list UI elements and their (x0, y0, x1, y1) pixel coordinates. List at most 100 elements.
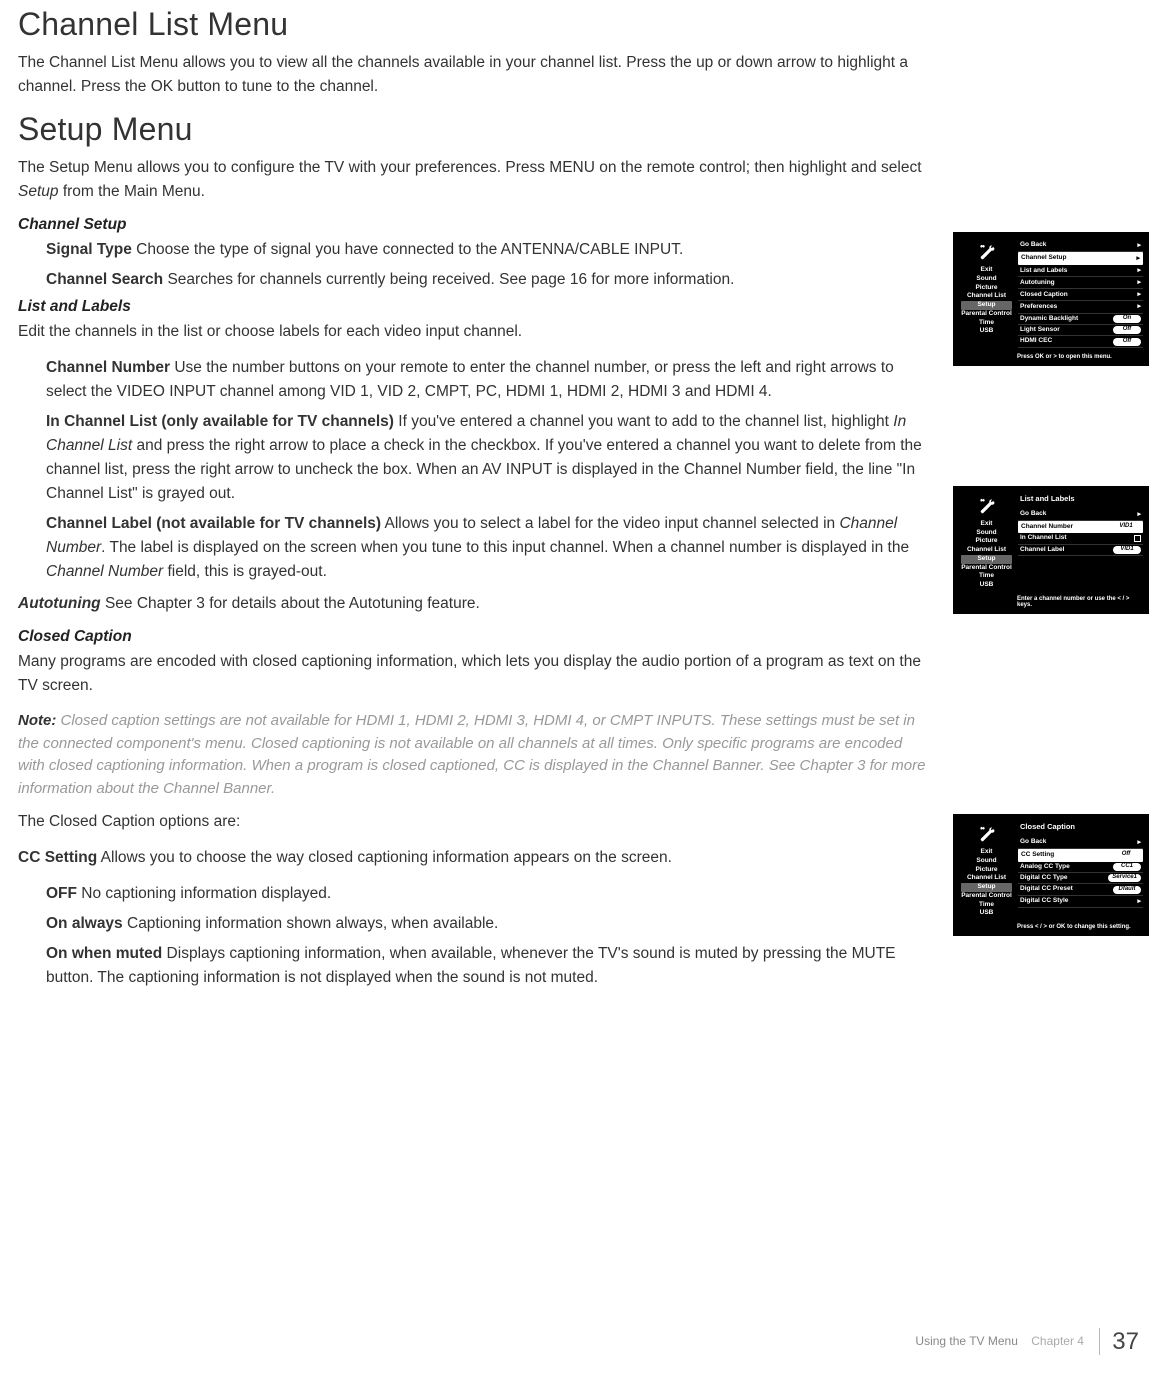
osd-sidebar-item: Setup (961, 883, 1012, 892)
osd-menu-item: Go Back ▸ (1018, 240, 1143, 252)
osd-item-label: HDMI CEC (1020, 337, 1052, 345)
osd-item-label: Autotuning (1020, 279, 1055, 287)
para-channel-search: Channel Search Searches for channels cur… (46, 268, 933, 292)
osd-hint: Press < / > or OK to change this setting… (959, 918, 1143, 930)
osd-menu-item: HDMI CECOff (1018, 336, 1143, 347)
osd-item-badge: Off (1113, 326, 1141, 334)
osd-item-badge: On (1113, 315, 1141, 323)
osd-sidebar-item: Exit (959, 520, 1014, 529)
osd-item-checkbox (1134, 535, 1141, 542)
osd-item-badge: CC1 (1113, 863, 1141, 871)
chevron-right-icon: ▸ (1137, 510, 1141, 519)
osd-item-badge: Service1 (1108, 874, 1141, 882)
osd-menu-item: Digital CC Style▸ (1018, 896, 1143, 908)
osd-item-list: Go Back▸Channel Setup▸List and Labels▸Au… (1014, 240, 1143, 348)
para-in-channel-list: In Channel List (only available for TV c… (46, 410, 933, 506)
lead: In Channel List (only available for TV c… (46, 413, 394, 430)
lead: Signal Type (46, 241, 132, 258)
note-label: Note: (18, 712, 61, 729)
osd-item-label: Go Back (1020, 838, 1046, 846)
osd-menu-item: Channel LabelVID1 (1018, 545, 1143, 556)
osd-menu-item: Channel Setup▸ (1018, 252, 1143, 265)
para-channel-list-intro: The Channel List Menu allows you to view… (18, 51, 933, 99)
osd-menu-item: Closed Caption ▸ (1018, 289, 1143, 301)
osd-menu-item: Digital CC TypeService1 (1018, 873, 1143, 884)
osd-menu-item: In Channel List (1018, 533, 1143, 544)
osd-menu-item: Digital CC Preset Dfault (1018, 884, 1143, 895)
osd-sidebar: ExitSoundPictureChannel ListSetupParenta… (959, 822, 1014, 918)
osd-title: List and Labels (1020, 494, 1143, 503)
osd-sidebar: ExitSoundPictureChannel ListSetupParenta… (959, 494, 1014, 590)
osd-item-badge: VID1 (1112, 523, 1140, 531)
osd-sidebar-item: Channel List (959, 292, 1014, 301)
osd-menu-item: Preferences▸ (1018, 301, 1143, 313)
para-cc-off: OFF No captioning information displayed. (46, 882, 933, 906)
osd-item-badge: Dfault (1113, 886, 1141, 894)
text: field, this is grayed-out. (163, 563, 327, 580)
para-channel-number: Channel Number Use the number buttons on… (46, 356, 933, 404)
para-cc-options-are: The Closed Caption options are: (18, 810, 933, 834)
osd-sidebar-item: Time (959, 319, 1014, 328)
lead: On when muted (46, 945, 162, 962)
osd-item-label: In Channel List (1020, 534, 1067, 542)
osd-sidebar-item: USB (959, 581, 1014, 590)
osd-item-label: Dynamic Backlight (1020, 315, 1078, 323)
text: Allows you to choose the way closed capt… (97, 849, 672, 866)
para-cc-on-always: On always Captioning information shown a… (46, 912, 933, 936)
text: No captioning information displayed. (77, 885, 331, 902)
page-footer: Using the TV Menu Chapter 4 37 (915, 1328, 1139, 1356)
osd-sidebar-item: Time (959, 901, 1014, 910)
text: Choose the type of signal you have conne… (132, 241, 683, 258)
osd-menu-item: Channel Number VID1 (1018, 521, 1143, 533)
osd-sidebar-item: USB (959, 327, 1014, 336)
note-text: Closed caption settings are not availabl… (18, 712, 925, 797)
osd-menu-item: Autotuning▸ (1018, 277, 1143, 289)
osd-sidebar: ExitSoundPictureChannel ListSetupParenta… (959, 240, 1014, 348)
lead: Channel Label (not available for TV chan… (46, 515, 381, 532)
osd-menu-item: Light SensorOff (1018, 325, 1143, 336)
osd-menu-item: Analog CC Type CC1 (1018, 862, 1143, 873)
text-italic: Setup (18, 183, 59, 200)
osd-closed-caption: ExitSoundPictureChannel ListSetupParenta… (953, 814, 1149, 936)
footer-chapter: Chapter 4 (1031, 1334, 1084, 1348)
wrench-icon (978, 826, 996, 844)
chevron-right-icon: ▸ (1137, 241, 1141, 250)
osd-sidebar-item: Picture (959, 866, 1014, 875)
lead: Channel Search (46, 271, 163, 288)
footer-page-number: 37 (1099, 1328, 1139, 1355)
osd-sidebar-item: Exit (959, 266, 1014, 275)
chevron-right-icon: ▸ (1137, 838, 1141, 847)
text: If you've entered a channel you want to … (394, 413, 893, 430)
para-channel-label: Channel Label (not available for TV chan… (46, 512, 933, 584)
text: See Chapter 3 for details about the Auto… (101, 595, 480, 612)
osd-item-label: Digital CC Preset (1020, 885, 1073, 893)
osd-item-label: Closed Caption (1020, 291, 1068, 299)
chevron-right-icon: ▸ (1137, 302, 1141, 311)
lead: CC Setting (18, 849, 97, 866)
para-cc-intro: Many programs are encoded with closed ca… (18, 650, 933, 698)
osd-sidebar-item: Channel List (959, 546, 1014, 555)
osd-sidebar-item: Channel List (959, 874, 1014, 883)
osd-item-label: Go Back (1020, 241, 1046, 249)
para-setup-intro: The Setup Menu allows you to configure t… (18, 156, 933, 204)
osd-sidebar-item: Setup (961, 555, 1012, 564)
osd-sidebar-item: Sound (959, 275, 1014, 284)
chevron-right-icon: ▸ (1137, 290, 1141, 299)
footer-section: Using the TV Menu (915, 1334, 1018, 1348)
lead: Channel Number (46, 359, 170, 376)
osd-sidebar-item: Sound (959, 529, 1014, 538)
osd-title: Closed Caption (1020, 822, 1143, 831)
osd-item-label: Analog CC Type (1020, 863, 1070, 871)
para-cc-setting: CC Setting Allows you to choose the way … (18, 846, 933, 870)
osd-item-label: Go Back (1020, 510, 1046, 518)
note-closed-caption: Note: Closed caption settings are not av… (18, 710, 933, 800)
osd-sidebar-item: Parental Control (959, 892, 1014, 901)
osd-item-label: List and Labels (1020, 267, 1067, 275)
osd-item-label: Channel Number (1021, 523, 1073, 531)
osd-sidebar-item: Time (959, 572, 1014, 581)
para-autotuning: Autotuning See Chapter 3 for details abo… (18, 592, 933, 616)
osd-menu-item: CC SettingOff (1018, 849, 1143, 861)
osd-sidebar-item: Picture (959, 284, 1014, 293)
osd-item-label: Channel Label (1020, 546, 1064, 554)
osd-item-badge: Off (1112, 851, 1140, 859)
